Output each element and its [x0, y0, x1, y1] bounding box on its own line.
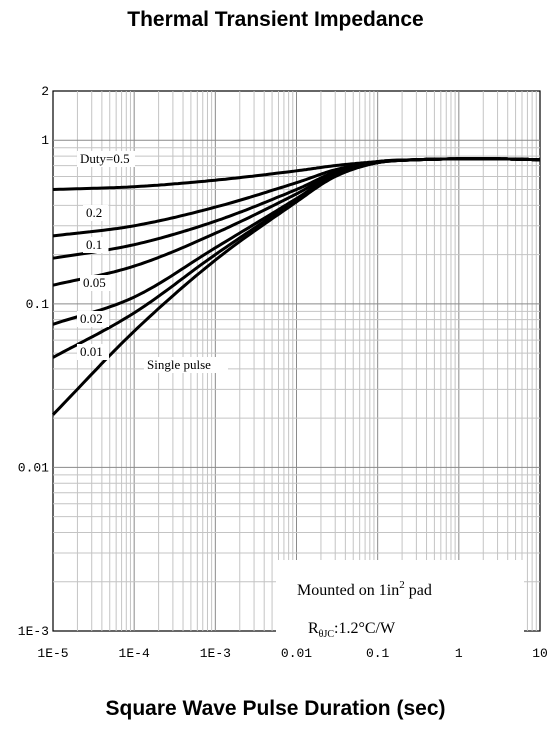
series-label: 0.1 [86, 237, 102, 252]
annotation-line-2: RθJC:1.2°C/W [308, 620, 396, 640]
series-line [51, 157, 540, 416]
y-tick-label: 1 [41, 133, 49, 148]
series-label-background [83, 237, 109, 253]
series-label-background [77, 311, 109, 327]
series-label: 0.02 [80, 311, 103, 326]
y-tick-label: 2 [41, 84, 49, 99]
y-tick-label: 0.1 [26, 297, 50, 312]
series-label: 0.01 [80, 344, 103, 359]
annotation-line-1: Mounted on 1in2 pad [297, 579, 432, 599]
curves [51, 157, 540, 416]
series-label-background [144, 357, 228, 373]
series-label: Single pulse [147, 357, 211, 372]
annotation-background [276, 560, 524, 644]
series-label-background [83, 205, 109, 221]
series-label-background [77, 344, 109, 360]
y-tick-labels: 1E-3 0.01 0.1 1 2 [18, 84, 49, 639]
chart-title: Thermal Transient Impedance [127, 8, 424, 31]
annotation-box: Mounted on 1in2 pad RθJC:1.2°C/W [276, 560, 524, 644]
annotation-superscript: 2 [399, 579, 405, 591]
x-tick-labels: 1E-5 1E-4 1E-3 0.01 0.1 1 10 [37, 646, 547, 661]
y-tick-label: 1E-3 [18, 624, 49, 639]
series-label: 0.05 [83, 275, 106, 290]
series-label-background [80, 275, 112, 291]
x-tick-label: 1E-5 [37, 646, 68, 661]
x-tick-label: 1 [455, 646, 463, 661]
series-labels: Duty=0.5 0.2 0.1 0.05 0.02 0.01 Single pulse [77, 151, 228, 373]
x-tick-label: 0.01 [281, 646, 312, 661]
x-axis-label: Square Wave Pulse Duration (sec) [105, 697, 446, 720]
annotation-subscript: θJC [319, 629, 335, 640]
x-tick-label: 10 [532, 646, 548, 661]
series-label-background [77, 151, 135, 167]
x-tick-label: 1E-4 [119, 646, 150, 661]
x-tick-label: 1E-3 [200, 646, 231, 661]
x-tick-label: 0.1 [366, 646, 390, 661]
series-label: Duty=0.5 [80, 151, 130, 166]
y-tick-label: 0.01 [18, 460, 49, 475]
series-label: 0.2 [86, 205, 102, 220]
